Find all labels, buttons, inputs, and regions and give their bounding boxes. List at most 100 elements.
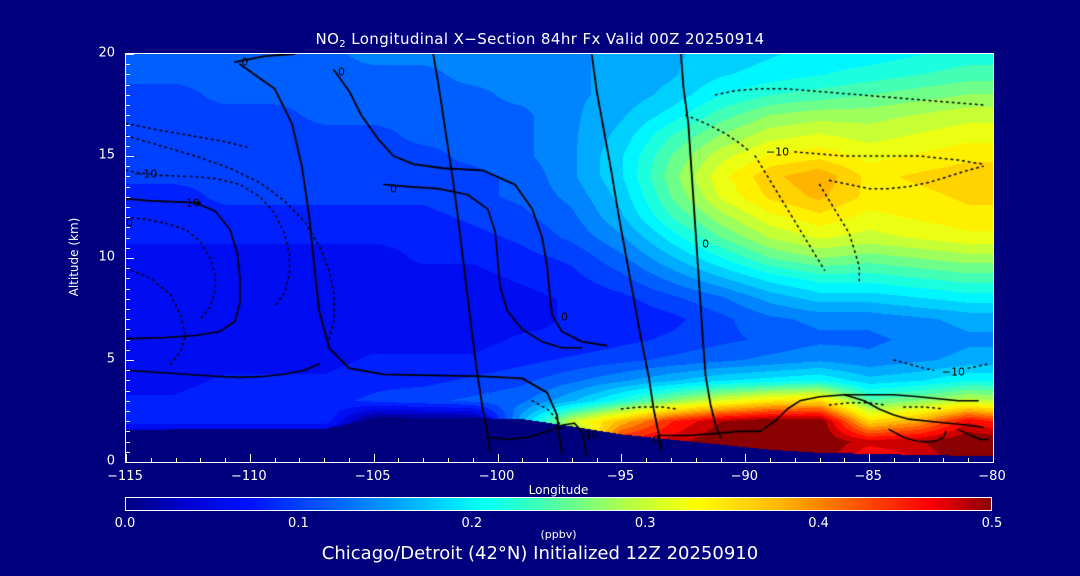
y-tick-minor	[126, 319, 130, 320]
x-tick-label: −100	[478, 469, 515, 484]
colorbar-tick-label: 0.4	[808, 516, 829, 531]
y-tick-minor	[126, 105, 130, 106]
y-tick-minor	[126, 309, 130, 310]
y-tick-minor	[126, 268, 130, 269]
y-tick-minor	[126, 136, 130, 137]
y-tick-label: 0	[106, 453, 115, 469]
y-tick-minor	[126, 289, 130, 290]
x-tick-major	[250, 454, 251, 462]
x-tick-minor	[200, 458, 201, 462]
x-tick-label: −85	[854, 469, 882, 484]
y-tick-minor	[126, 391, 130, 392]
y-tick-minor	[126, 370, 130, 371]
y-tick-minor	[126, 329, 130, 330]
y-tick-major	[126, 54, 134, 55]
x-tick-label: −90	[730, 469, 758, 484]
y-tick-major	[126, 258, 134, 259]
y-tick-minor	[126, 431, 130, 432]
y-tick-minor	[126, 299, 130, 300]
colorbar-tick-label: 0.5	[981, 516, 1003, 531]
x-tick-minor	[151, 458, 152, 462]
x-tick-minor	[820, 458, 821, 462]
x-tick-label: −80	[978, 469, 1006, 484]
colorbar-tick-label: 0.1	[288, 516, 309, 531]
x-tick-major	[621, 454, 622, 462]
x-tick-minor	[299, 458, 300, 462]
x-tick-minor	[423, 458, 424, 462]
x-tick-minor	[968, 458, 969, 462]
chart-title: NO2 Longitudinal X−Section 84hr Fx Valid…	[0, 30, 1080, 50]
y-tick-minor	[126, 411, 130, 412]
x-tick-minor	[324, 458, 325, 462]
x-tick-minor	[943, 458, 944, 462]
y-tick-label: 15	[98, 147, 115, 163]
x-tick-label: −105	[354, 469, 391, 484]
y-tick-minor	[126, 146, 130, 147]
x-tick-minor	[721, 458, 722, 462]
y-tick-minor	[126, 85, 130, 86]
y-tick-minor	[126, 227, 130, 228]
colorbar-container	[125, 497, 992, 511]
x-tick-major	[869, 454, 870, 462]
y-tick-label: 20	[98, 45, 115, 61]
y-tick-major	[126, 156, 134, 157]
y-tick-minor	[126, 115, 130, 116]
colorbar-tick-label: 0.3	[634, 516, 656, 531]
colorbar-tick-label: 0.0	[114, 516, 136, 531]
x-tick-minor	[844, 458, 845, 462]
colorbar-gradient	[125, 497, 992, 511]
y-tick-minor	[126, 74, 130, 75]
heatmap-canvas	[126, 54, 993, 462]
x-tick-minor	[919, 458, 920, 462]
y-tick-minor	[126, 442, 130, 443]
x-axis-title: Longitude	[528, 483, 589, 497]
y-tick-major	[125, 462, 134, 463]
x-tick-label: −115	[107, 469, 143, 484]
x-tick-minor	[176, 458, 177, 462]
y-tick-minor	[126, 64, 130, 65]
y-tick-minor	[126, 401, 130, 402]
y-tick-minor	[126, 95, 130, 96]
x-tick-minor	[671, 458, 672, 462]
y-axis-title: Altitude (km)	[67, 217, 81, 297]
chart-title-prefix: NO	[315, 30, 340, 48]
y-tick-minor	[126, 238, 130, 239]
y-tick-minor	[126, 197, 130, 198]
x-tick-minor	[448, 458, 449, 462]
x-tick-major	[126, 454, 127, 462]
y-tick-minor	[126, 217, 130, 218]
y-tick-minor	[126, 187, 130, 188]
chart-title-subscript: 2	[339, 39, 347, 50]
y-tick-minor	[126, 166, 130, 167]
y-tick-label: 5	[106, 351, 115, 367]
y-tick-minor	[126, 176, 130, 177]
y-tick-major	[126, 360, 134, 361]
x-tick-minor	[349, 458, 350, 462]
y-tick-minor	[126, 248, 130, 249]
x-tick-major	[498, 454, 499, 462]
y-tick-minor	[126, 350, 130, 351]
x-tick-minor	[770, 458, 771, 462]
y-tick-minor	[126, 340, 130, 341]
x-tick-minor	[572, 458, 573, 462]
y-tick-minor	[126, 278, 130, 279]
colorbar-units-label: (ppbv)	[540, 528, 577, 541]
y-tick-label: 10	[98, 249, 115, 265]
x-tick-major	[374, 454, 375, 462]
x-tick-label: −110	[230, 469, 267, 484]
x-tick-label: −95	[606, 469, 635, 484]
figure-caption: Chicago/Detroit (42°N) Initialized 12Z 2…	[321, 543, 759, 564]
x-tick-minor	[473, 458, 474, 462]
y-tick-minor	[126, 452, 130, 453]
x-tick-minor	[696, 458, 697, 462]
x-tick-minor	[275, 458, 276, 462]
y-tick-minor	[126, 380, 130, 381]
y-tick-minor	[126, 207, 130, 208]
x-tick-major	[993, 454, 994, 463]
colorbar-tick-label: 0.2	[461, 516, 483, 531]
x-tick-major	[745, 454, 746, 462]
y-tick-minor	[126, 421, 130, 422]
y-tick-minor	[126, 125, 130, 126]
